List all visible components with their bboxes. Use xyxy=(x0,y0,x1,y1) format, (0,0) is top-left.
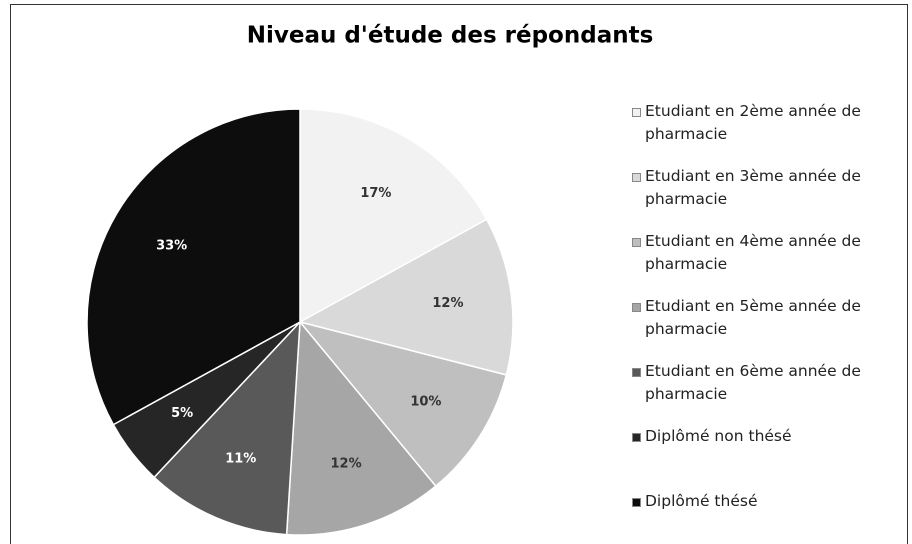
data-label: 17% xyxy=(360,186,391,201)
legend-swatch xyxy=(632,368,641,377)
pie-slice xyxy=(299,108,488,324)
legend-label: Diplômé non thésé xyxy=(645,427,792,445)
data-label: 10% xyxy=(410,394,441,409)
data-label: 12% xyxy=(432,296,463,311)
legend-item: Diplômé thésé xyxy=(632,490,912,544)
legend-item: Diplômé non thésé xyxy=(632,425,912,490)
legend-item: Etudiant en 5ème année de pharmacie xyxy=(632,295,912,360)
legend-item: Etudiant en 3ème année de pharmacie xyxy=(632,165,912,230)
pie-slice xyxy=(86,108,301,426)
legend-swatch xyxy=(632,303,641,312)
legend-label: Etudiant en 6ème année de pharmacie xyxy=(645,362,861,403)
pie-slice xyxy=(285,320,437,536)
legend: Etudiant en 2ème année de pharmacie Etudi… xyxy=(632,100,912,544)
pie-slice xyxy=(297,218,514,376)
legend-item: Etudiant en 2ème année de pharmacie xyxy=(632,100,912,165)
legend-swatch xyxy=(632,498,641,507)
pie-slice xyxy=(297,320,508,488)
legend-label: Etudiant en 3ème année de pharmacie xyxy=(645,167,861,208)
legend-label: Etudiant en 4ème année de pharmacie xyxy=(645,232,861,273)
legend-label: Etudiant en 2ème année de pharmacie xyxy=(645,102,861,143)
pie-slice xyxy=(153,319,301,536)
legend-swatch xyxy=(632,238,641,247)
legend-swatch xyxy=(632,433,641,442)
chart-title: Niveau d'étude des répondants xyxy=(247,23,654,49)
data-label: 11% xyxy=(225,451,256,466)
legend-label: Etudiant en 5ème année de pharmacie xyxy=(645,297,861,338)
data-label: 12% xyxy=(331,456,362,471)
legend-item: Etudiant en 4ème année de pharmacie xyxy=(632,230,912,295)
legend-label: Diplômé thésé xyxy=(645,492,758,510)
legend-swatch xyxy=(632,108,641,117)
chart-border xyxy=(10,4,908,544)
data-label: 5% xyxy=(171,406,193,421)
data-label: 33% xyxy=(156,239,187,254)
legend-swatch xyxy=(632,173,641,182)
legend-item: Etudiant en 6ème année de pharmacie xyxy=(632,360,912,425)
